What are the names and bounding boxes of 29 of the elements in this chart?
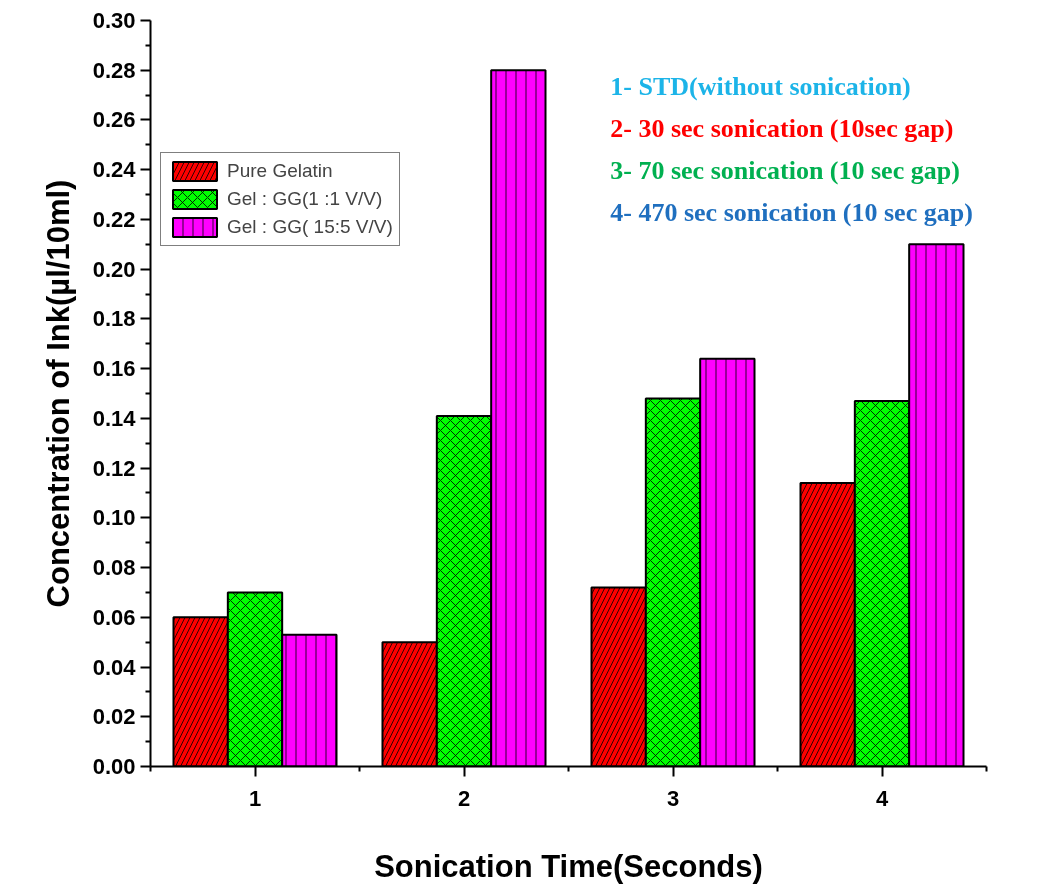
annotation: 2- 30 sec sonication (10sec gap) [610, 114, 954, 143]
annotation: 1- STD(without sonication) [610, 72, 911, 101]
y-tick-label: 0.24 [92, 157, 137, 183]
annotation: 3- 70 sec sonication (10 sec gap) [610, 156, 960, 185]
y-tick-label: 0.02 [92, 704, 136, 730]
y-tick-label: 0.22 [92, 206, 136, 232]
legend-label: Gel : GG(1 :1 V/V) [227, 188, 383, 210]
x-tick-label: 4 [875, 785, 889, 811]
y-tick-label: 0.10 [92, 505, 136, 531]
y-axis-title: Concentration of Ink(µl/10ml) [40, 179, 76, 608]
legend-label: Pure Gelatin [227, 160, 333, 182]
y-tick-label: 0.06 [92, 604, 136, 630]
y-tick-label: 0.04 [92, 654, 137, 680]
y-tick-label: 0.20 [92, 256, 136, 282]
y-tick-label: 0.26 [92, 107, 136, 133]
y-tick-label: 0.00 [92, 754, 136, 779]
y-tick-label: 0.28 [92, 57, 136, 83]
y-tick-label: 0.08 [92, 555, 136, 581]
y-tick-label: 0.16 [92, 356, 136, 382]
y-tick-label: 0.18 [92, 306, 136, 332]
x-tick-label: 1 [248, 785, 262, 811]
annotation: 4- 470 sec sonication (10 sec gap) [610, 198, 973, 227]
x-tick-label: 3 [666, 785, 680, 811]
x-axis-title: Sonication Time(Seconds) [374, 848, 763, 884]
y-tick-label: 0.14 [92, 405, 137, 431]
legend-label: Gel : GG( 15:5 V/V) [227, 216, 393, 238]
x-tick-label: 2 [457, 785, 471, 811]
y-tick-label: 0.12 [92, 455, 136, 481]
y-tick-label: 0.30 [92, 8, 136, 33]
